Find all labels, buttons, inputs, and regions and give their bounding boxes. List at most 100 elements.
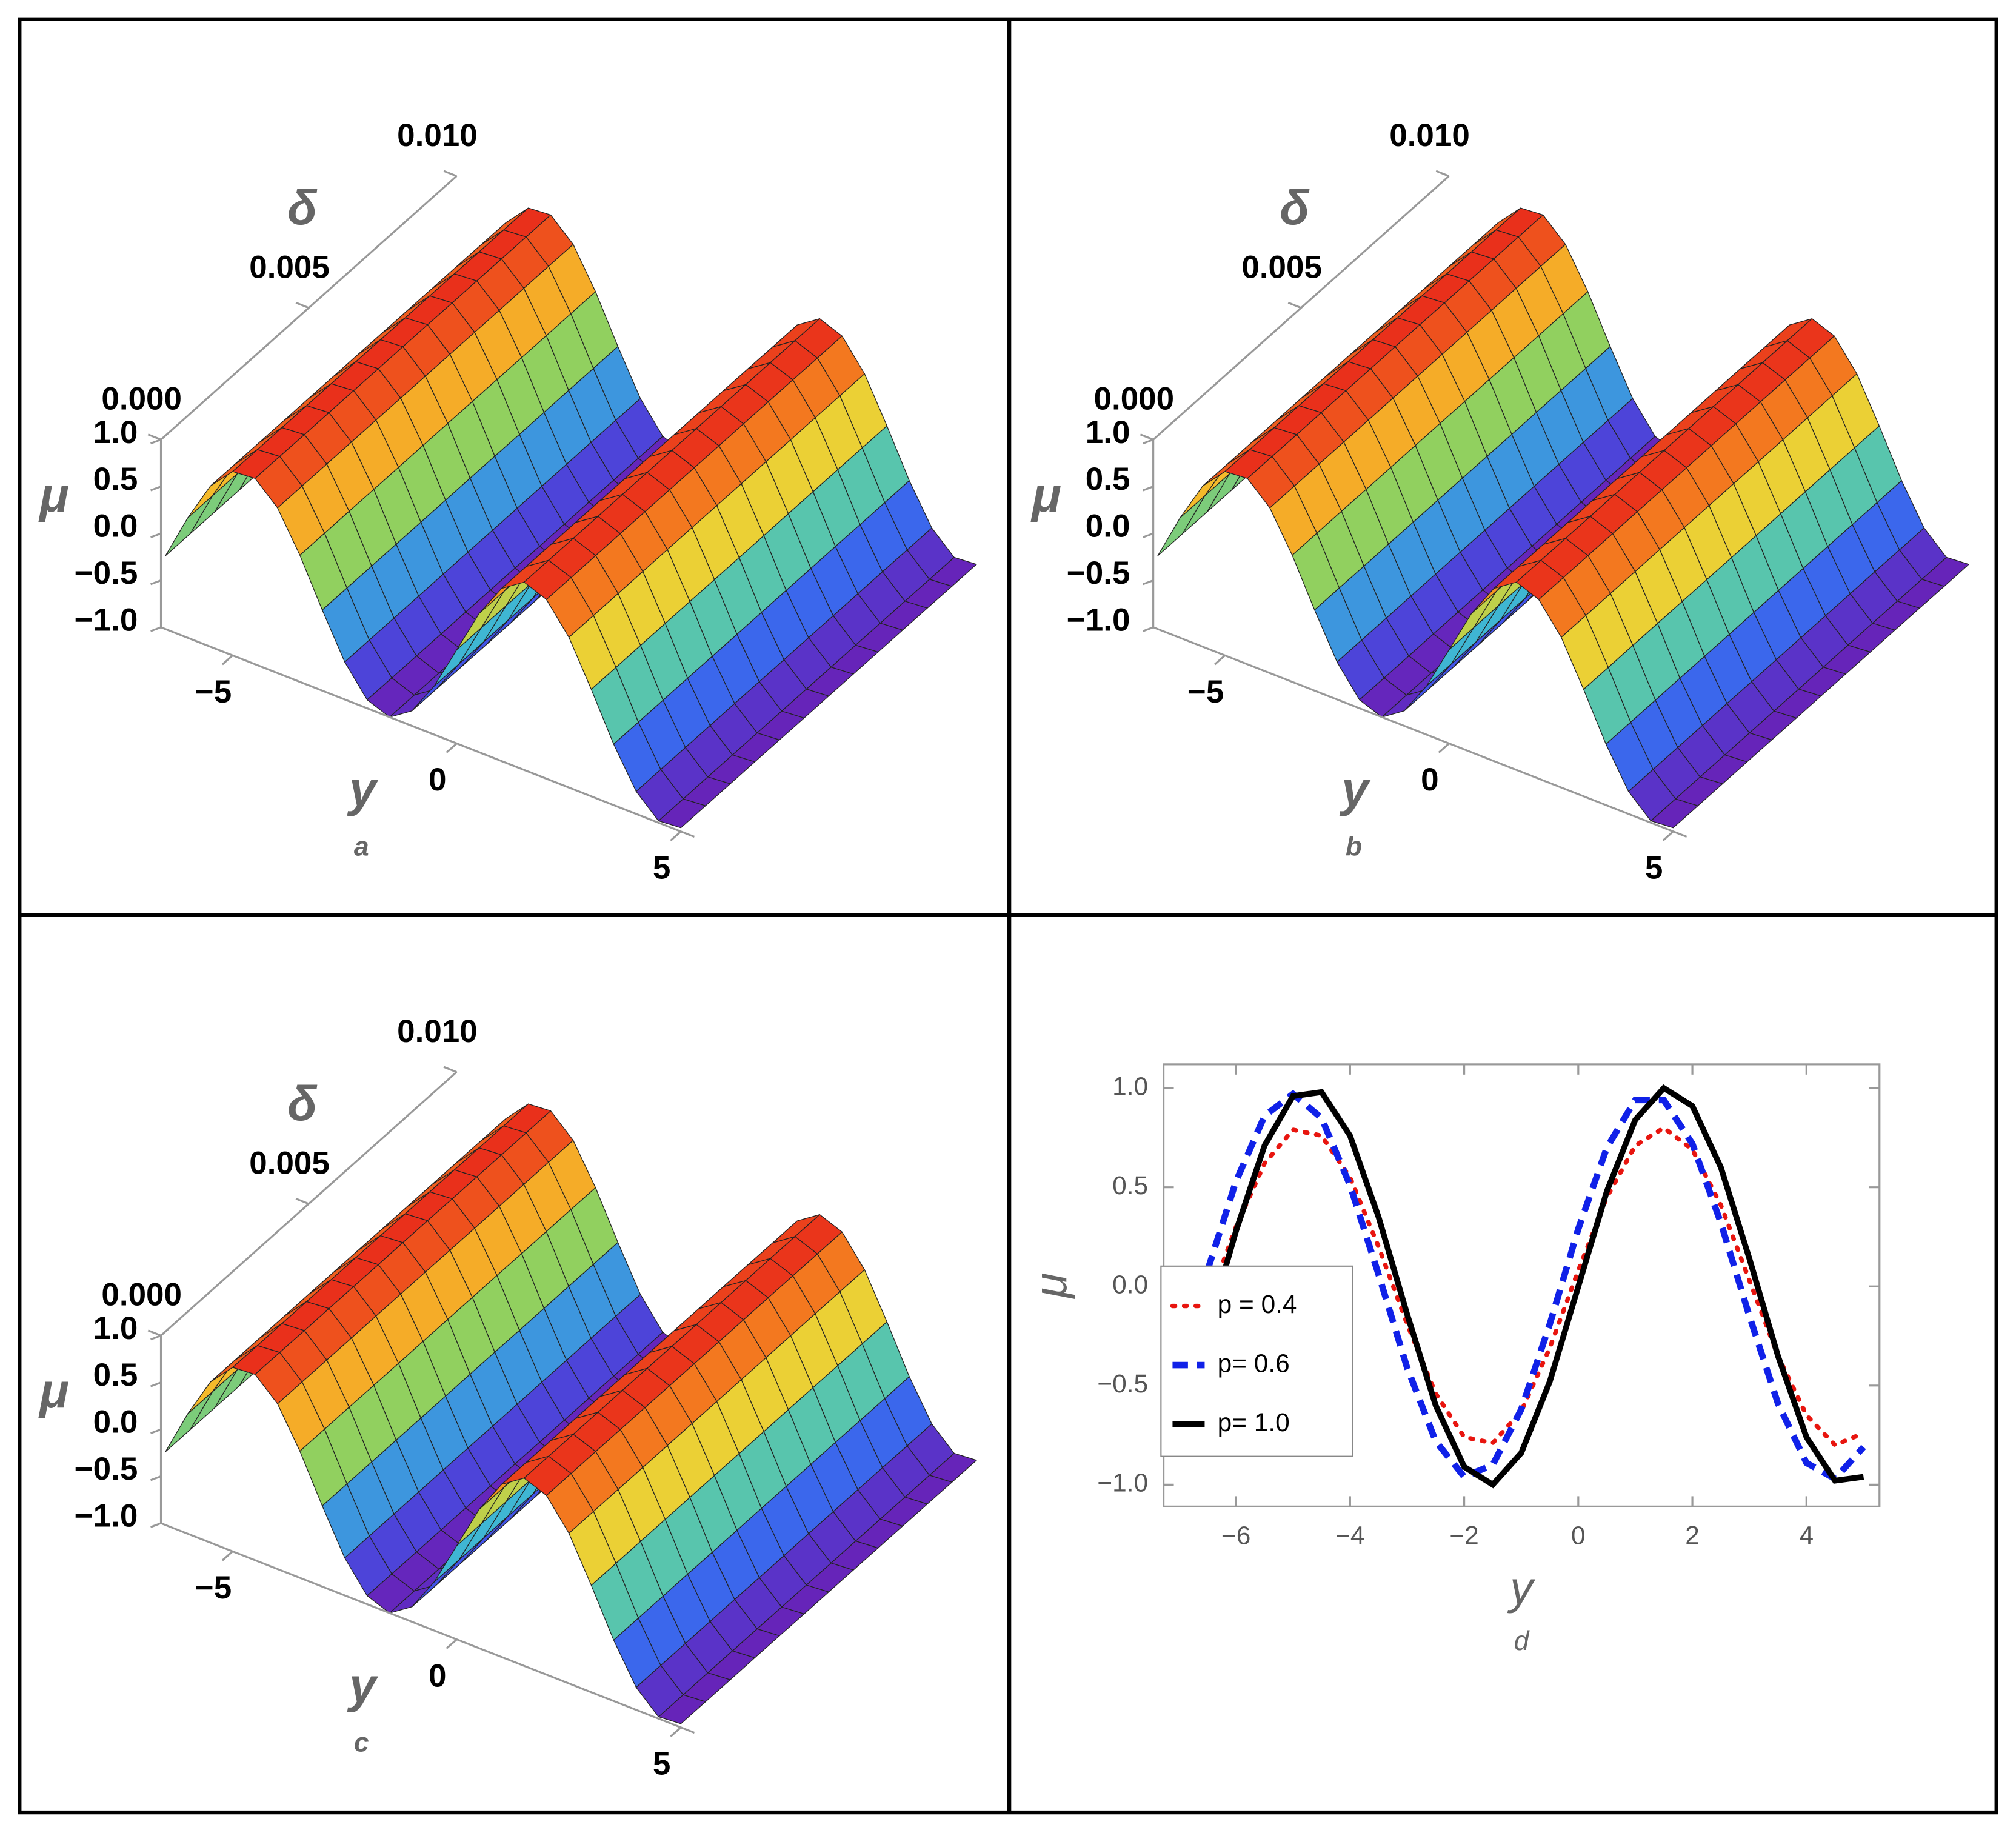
panel-caption: a bbox=[354, 832, 369, 861]
surface-patch bbox=[232, 1345, 281, 1375]
y-axis-label: y bbox=[1339, 763, 1371, 817]
series-line bbox=[1204, 1084, 1864, 1489]
mu-tick-label: 0.5 bbox=[93, 461, 138, 497]
mu-tick bbox=[1143, 579, 1154, 586]
delta-tick bbox=[147, 433, 162, 441]
y-tick-label: −1.0 bbox=[1097, 1469, 1148, 1497]
panel-caption: d bbox=[1514, 1626, 1530, 1656]
y-tick bbox=[221, 655, 233, 666]
mu-tick bbox=[150, 1334, 162, 1341]
y-tick-label: 5 bbox=[653, 850, 670, 886]
x-axis-label: y bbox=[1507, 1562, 1535, 1614]
y-tick bbox=[670, 830, 682, 841]
delta-tick-label: 0.005 bbox=[249, 249, 330, 285]
y-tick-label: −5 bbox=[1187, 674, 1224, 710]
mu-tick-label: −0.5 bbox=[75, 1451, 138, 1487]
mu-tick bbox=[150, 438, 162, 445]
y-tick-label: 1.0 bbox=[1112, 1072, 1148, 1100]
y-tick-label: 0.5 bbox=[1112, 1171, 1148, 1200]
mu-tick-label: 0.5 bbox=[1086, 461, 1130, 497]
surface-patch bbox=[1516, 559, 1564, 600]
y-axis bbox=[160, 1522, 695, 1734]
delta-tick-label: 0.000 bbox=[101, 381, 182, 417]
panel-caption: c bbox=[354, 1728, 369, 1757]
mu-tick-label: −0.5 bbox=[1067, 555, 1130, 591]
delta-tick bbox=[1435, 170, 1449, 178]
mu-tick-label: 0.0 bbox=[93, 1404, 138, 1440]
y-tick-label: 5 bbox=[1645, 850, 1663, 886]
delta-tick-label: 0.005 bbox=[1241, 249, 1322, 285]
y-tick bbox=[1438, 743, 1450, 753]
surface-patch bbox=[523, 559, 572, 600]
surface-patch bbox=[1224, 449, 1273, 479]
x-tick-label: −6 bbox=[1221, 1521, 1250, 1549]
legend-label: p= 1.0 bbox=[1218, 1408, 1290, 1437]
delta-tick bbox=[147, 1329, 162, 1337]
mu-tick bbox=[150, 1428, 162, 1434]
mu-tick bbox=[150, 486, 162, 492]
mu-tick bbox=[1143, 438, 1154, 445]
mu-tick bbox=[1143, 626, 1154, 632]
legend-label: p= 0.6 bbox=[1218, 1349, 1290, 1377]
mu-tick bbox=[1143, 486, 1154, 492]
mu-tick-label: −0.5 bbox=[75, 555, 138, 591]
y-tick-label: 5 bbox=[653, 1746, 670, 1781]
x-tick-label: 2 bbox=[1685, 1521, 1700, 1549]
y-tick-label: −0.5 bbox=[1097, 1369, 1148, 1398]
y-tick bbox=[1213, 655, 1226, 666]
mu-tick-label: 0.5 bbox=[93, 1357, 138, 1393]
delta-tick bbox=[1287, 301, 1302, 309]
y-tick-label: 0 bbox=[429, 762, 446, 798]
mu-tick bbox=[1143, 532, 1154, 538]
x-tick-label: −4 bbox=[1335, 1521, 1364, 1549]
panel-caption: b bbox=[1346, 832, 1362, 861]
y-tick bbox=[446, 1638, 458, 1649]
mu-tick-label: −1.0 bbox=[1067, 602, 1130, 638]
delta-axis-label: δ bbox=[1280, 181, 1310, 235]
y-axis bbox=[160, 626, 695, 838]
surface-patch bbox=[523, 1455, 572, 1496]
mu-tick-label: 0.0 bbox=[1086, 509, 1130, 544]
y-axis-label: y bbox=[347, 1658, 379, 1713]
y-tick bbox=[221, 1551, 233, 1561]
y-tick bbox=[446, 743, 458, 753]
mu-axis-label: μ bbox=[38, 1364, 69, 1418]
mu-tick bbox=[150, 532, 162, 538]
x-tick-label: 4 bbox=[1800, 1521, 1814, 1549]
series-line bbox=[1204, 1090, 1866, 1483]
mu-tick bbox=[150, 1475, 162, 1481]
mu-tick bbox=[150, 1522, 162, 1528]
x-tick-label: 0 bbox=[1571, 1521, 1586, 1549]
y-axis bbox=[1153, 626, 1687, 838]
delta-tick-label: 0.010 bbox=[397, 118, 478, 153]
mu-tick-label: −1.0 bbox=[75, 602, 138, 638]
y-tick-label: 0 bbox=[429, 1658, 446, 1694]
delta-tick bbox=[295, 1197, 309, 1205]
y-tick-label: 0 bbox=[1421, 762, 1438, 798]
surface-patch bbox=[232, 449, 281, 479]
y-axis-label: μ bbox=[1026, 1273, 1077, 1300]
x-tick-label: −2 bbox=[1449, 1521, 1478, 1549]
delta-tick bbox=[443, 1066, 457, 1073]
delta-axis-label: δ bbox=[287, 1077, 318, 1131]
mu-axis-label: μ bbox=[38, 468, 69, 523]
mu-tick-label: 0.0 bbox=[93, 509, 138, 544]
mu-tick bbox=[150, 626, 162, 632]
mu-axis-label: μ bbox=[1030, 468, 1061, 523]
series-line bbox=[1205, 1125, 1866, 1448]
mu-tick-label: 1.0 bbox=[1086, 415, 1130, 450]
delta-tick bbox=[1140, 433, 1154, 441]
delta-tick bbox=[295, 301, 309, 309]
delta-axis-label: δ bbox=[287, 181, 318, 235]
delta-tick-label: 0.000 bbox=[1094, 381, 1175, 417]
mu-tick-label: 1.0 bbox=[93, 415, 138, 450]
mu-tick-label: 1.0 bbox=[93, 1310, 138, 1346]
delta-tick-label: 0.000 bbox=[101, 1277, 182, 1313]
mu-tick bbox=[150, 579, 162, 586]
delta-tick-label: 0.010 bbox=[397, 1013, 478, 1049]
y-tick bbox=[670, 1726, 682, 1737]
y-tick-label: −5 bbox=[195, 1570, 232, 1606]
delta-tick-label: 0.010 bbox=[1389, 118, 1470, 153]
y-axis-label: y bbox=[347, 763, 379, 817]
delta-tick-label: 0.005 bbox=[249, 1145, 330, 1181]
